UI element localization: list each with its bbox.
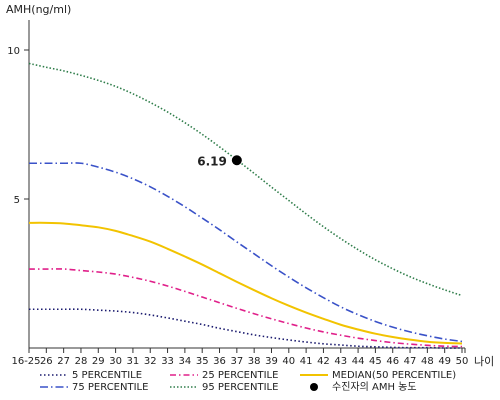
legend-label-4: 95 PERCENTILE: [202, 382, 278, 393]
legend-label-2: MEDIAN(50 PERCENTILE): [332, 370, 456, 381]
x-tick-label: 28: [75, 356, 88, 367]
x-tick-label: 32: [144, 356, 157, 367]
y-ticks: 5 10: [7, 46, 29, 206]
axes: [28, 20, 466, 353]
x-tick-label: 43: [334, 356, 347, 367]
x-ticks: 16-25 26 27 28 29 30 31 32 33 34 35 36 37 38 39 40 41 42 4…: [11, 348, 468, 367]
x-tick-label: 34: [179, 356, 192, 367]
x-tick-label: 16-25: [11, 356, 40, 367]
x-tick-label: 35: [196, 356, 209, 367]
series-line-4: [28, 62, 463, 297]
marker-group: 6.19: [197, 154, 242, 168]
y-tick-label: 10: [7, 46, 20, 57]
x-tick-label: 29: [92, 356, 105, 367]
patient-amh-marker: [231, 155, 242, 166]
series-line-1: [29, 268, 463, 348]
x-tick-label: 47: [404, 356, 417, 367]
x-tick-label: 49: [438, 356, 451, 367]
series-line-0: [29, 308, 463, 349]
x-tick-label: 31: [127, 356, 140, 367]
legend-label-0: 5 PERCENTILE: [72, 370, 142, 381]
legend: 5 PERCENTILE 25 PERCENTILE MEDIAN(50 PERCE…: [40, 370, 456, 393]
x-axis-title: 나이: [474, 355, 494, 368]
x-tick-label: 38: [248, 356, 261, 367]
x-tick-label: 33: [161, 356, 174, 367]
legend-marker-swatch: [310, 383, 318, 391]
legend-label-1: 25 PERCENTILE: [202, 370, 278, 381]
x-tick-label: 36: [213, 356, 226, 367]
x-tick-label: 26: [40, 356, 53, 367]
y-tick-label: 5: [14, 195, 20, 206]
y-axis-title: AMH(ng/ml): [6, 3, 71, 16]
series-lines: [28, 62, 463, 349]
x-tick-label: 46: [386, 356, 399, 367]
x-tick-label: 39: [265, 356, 278, 367]
x-tick-label: 37: [230, 356, 243, 367]
x-tick-label: 40: [282, 356, 295, 367]
x-tick-label: 27: [57, 356, 70, 367]
legend-label-3: 75 PERCENTILE: [72, 382, 148, 393]
x-tick-label: 48: [421, 356, 434, 367]
x-tick-label: 45: [369, 356, 382, 367]
legend-marker-label: 수진자의 AMH 농도: [332, 381, 417, 393]
series-line-2: [28, 221, 463, 345]
x-tick-label: 30: [109, 356, 122, 367]
series-line-3: [28, 162, 463, 343]
x-tick-label: 50: [456, 356, 469, 367]
x-tick-label: 42: [317, 356, 330, 367]
x-tick-label: 41: [300, 356, 313, 367]
patient-amh-value-label: 6.19: [197, 154, 227, 168]
x-tick-label: 44: [352, 356, 365, 367]
